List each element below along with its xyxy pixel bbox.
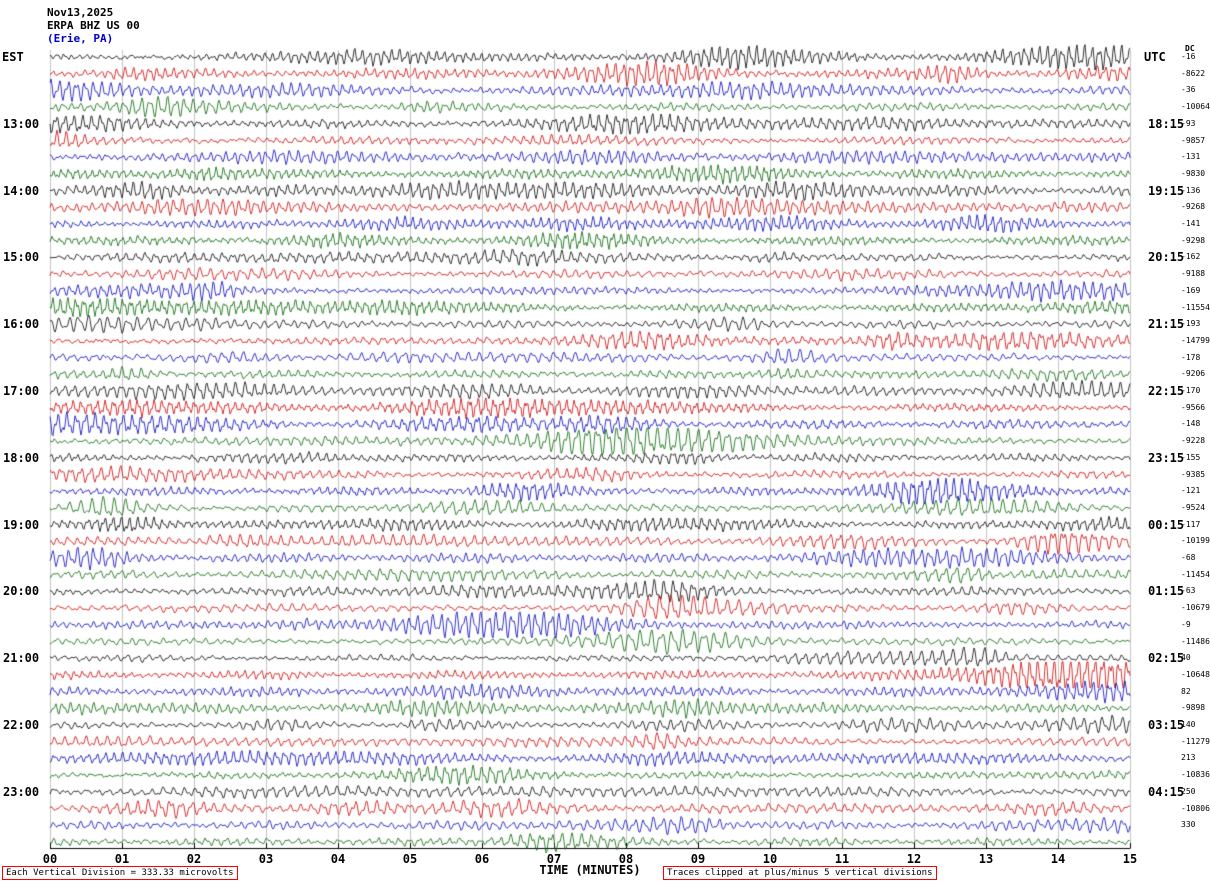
est-time-label: 13:00 xyxy=(3,116,40,131)
est-time-label: 15:00 xyxy=(3,250,40,265)
left-timezone-label: EST xyxy=(2,50,24,64)
dc-offset-value: 250 xyxy=(1181,786,1196,796)
utc-time-label: 22:15 xyxy=(1148,384,1185,398)
dc-offset-value: -162 xyxy=(1181,252,1201,262)
utc-time-label: 21:15 xyxy=(1148,317,1185,332)
utc-time-label: 18:15 xyxy=(1148,116,1185,131)
dc-offset-value: 82 xyxy=(1181,686,1191,696)
station-line: ERPA BHZ US 00 xyxy=(47,19,140,32)
dc-offset-value: -121 xyxy=(1181,486,1201,496)
x-axis-tick-label: 10 xyxy=(762,852,778,866)
dc-offset-value: -9268 xyxy=(1181,202,1206,212)
dc-offset-value: -136 xyxy=(1181,185,1201,195)
dc-offset-value: -16 xyxy=(1181,52,1196,61)
scale-note: Each Vertical Division = 333.33 microvol… xyxy=(2,866,238,880)
dc-offset-value: -68 xyxy=(1181,553,1196,562)
est-time-label: 14:00 xyxy=(3,183,40,198)
dc-offset-value: -9188 xyxy=(1181,269,1206,279)
dc-offset-value: 140 xyxy=(1181,720,1196,729)
utc-time-label: 04:15 xyxy=(1148,784,1185,799)
x-axis-tick-label: 14 xyxy=(1050,852,1066,866)
dc-offset-value: -9566 xyxy=(1181,402,1206,412)
x-axis-tick-label: 01 xyxy=(114,852,130,866)
x-axis-tick-label: 03 xyxy=(258,852,274,866)
x-axis-tick-label: 11 xyxy=(834,852,850,866)
dc-offset-value: -9857 xyxy=(1181,135,1206,145)
dc-offset-value: -10836 xyxy=(1181,770,1210,780)
est-time-label: 18:00 xyxy=(3,450,40,465)
dc-offset-value: -9385 xyxy=(1181,469,1206,479)
dc-offset-value: -169 xyxy=(1181,285,1201,295)
date-line: Nov13,2025 xyxy=(47,6,114,19)
x-axis-title: TIME (MINUTES) xyxy=(539,863,641,877)
dc-offset-value: -117 xyxy=(1181,519,1201,529)
utc-time-label: 19:15 xyxy=(1148,183,1185,198)
dc-offset-value: -178 xyxy=(1181,352,1201,362)
x-axis-tick-label: 09 xyxy=(690,852,706,866)
dc-offset-value: -11454 xyxy=(1181,569,1210,579)
dc-offset-value: -10648 xyxy=(1181,669,1210,679)
dc-offset-value: -14799 xyxy=(1181,335,1210,345)
dc-offset-value: -11486 xyxy=(1181,636,1210,646)
x-axis-tick-label: 05 xyxy=(402,852,418,866)
x-axis-tick-label: 00 xyxy=(42,852,58,866)
dc-offset-value: -11279 xyxy=(1181,736,1210,746)
x-axis-tick-label: 08 xyxy=(618,852,634,866)
dc-offset-value: -9228 xyxy=(1181,436,1206,446)
est-time-label: 22:00 xyxy=(3,718,40,732)
dc-offset-value: -8622 xyxy=(1181,68,1206,78)
utc-time-label: 20:15 xyxy=(1148,250,1185,265)
x-axis-tick-label: 12 xyxy=(906,852,922,866)
dc-offset-value: -63 xyxy=(1181,586,1196,596)
dc-column-header: DC xyxy=(1185,44,1195,53)
est-time-label: 20:00 xyxy=(3,584,40,599)
right-timezone-label: UTC xyxy=(1144,50,1166,64)
dc-offset-value: -141 xyxy=(1181,219,1201,228)
est-time-label: 21:00 xyxy=(3,651,40,666)
est-time-label: 17:00 xyxy=(3,384,40,398)
dc-offset-value: -36 xyxy=(1181,85,1196,95)
dc-offset-value: -193 xyxy=(1181,319,1201,329)
dc-offset-value: -9898 xyxy=(1181,703,1206,713)
utc-time-label: 01:15 xyxy=(1148,584,1185,599)
dc-offset-value: -9206 xyxy=(1181,369,1206,379)
dc-offset-value: -9830 xyxy=(1181,168,1206,178)
x-axis-tick-label: 07 xyxy=(546,852,562,866)
x-axis-tick-label: 15 xyxy=(1122,852,1138,866)
location-line: (Erie, PA) xyxy=(47,32,114,45)
dc-offset-value: -9 xyxy=(1181,619,1191,629)
dc-offset-value: -131 xyxy=(1181,152,1201,162)
utc-time-label: 00:15 xyxy=(1148,517,1185,532)
dc-offset-value: -9524 xyxy=(1181,502,1206,512)
dc-offset-value: 330 xyxy=(1181,820,1196,830)
dc-offset-value: 213 xyxy=(1181,753,1196,763)
dc-offset-value: -10679 xyxy=(1181,603,1210,613)
dc-offset-value: -93 xyxy=(1181,118,1196,128)
dc-offset-value: -155 xyxy=(1181,452,1201,462)
x-axis-tick-label: 13 xyxy=(978,852,994,866)
dc-offset-value: 40 xyxy=(1181,653,1191,663)
est-time-label: 23:00 xyxy=(3,784,40,799)
utc-time-label: 02:15 xyxy=(1148,651,1185,666)
clip-note: Traces clipped at plus/minus 5 vertical … xyxy=(663,866,937,880)
x-axis-tick-label: 04 xyxy=(330,852,346,866)
x-axis-tick-label: 06 xyxy=(474,852,490,866)
dc-offset-value: -11554 xyxy=(1181,302,1210,312)
dc-offset-value: -170 xyxy=(1181,386,1201,395)
dc-offset-value: -10064 xyxy=(1181,102,1210,112)
dc-offset-value: -10199 xyxy=(1181,536,1210,546)
est-time-label: 16:00 xyxy=(3,317,40,332)
x-axis-tick-label: 02 xyxy=(186,852,202,866)
dc-offset-value: -10806 xyxy=(1181,803,1210,813)
utc-time-label: 23:15 xyxy=(1148,450,1185,465)
title-block: Nov13,2025 ERPA BHZ US 00 (Erie, PA) xyxy=(47,6,140,45)
est-time-label: 19:00 xyxy=(3,517,40,532)
utc-time-label: 03:15 xyxy=(1148,718,1185,732)
dc-offset-value: -148 xyxy=(1181,419,1201,429)
dc-offset-value: -9298 xyxy=(1181,235,1206,245)
